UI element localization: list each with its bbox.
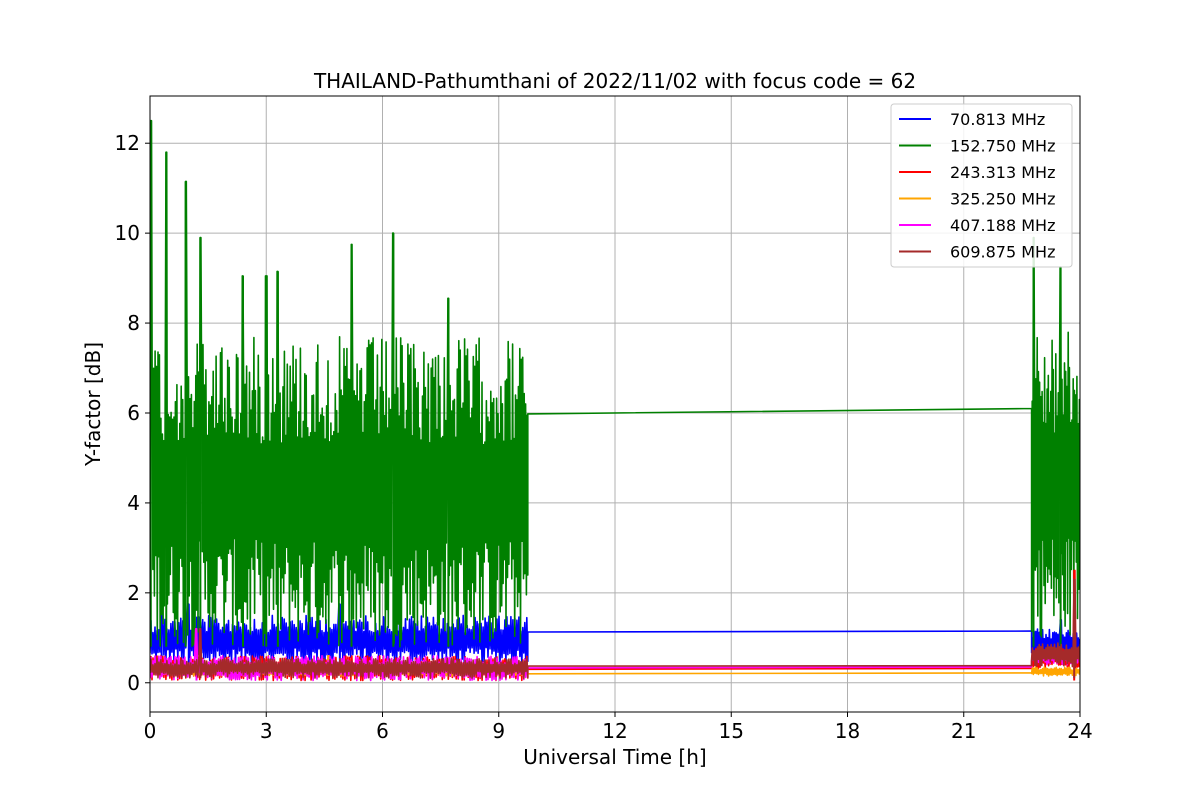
y-tick-label: 6: [127, 401, 140, 425]
y-tick-label: 4: [127, 491, 140, 515]
series-1: [150, 119, 1080, 648]
x-tick-label: 12: [602, 719, 627, 743]
y-axis-label: Y-factor [dB]: [81, 342, 105, 467]
chart-title: THAILAND-Pathumthani of 2022/11/02 with …: [313, 69, 916, 93]
y-tick-label: 8: [127, 311, 140, 335]
legend-label: 325.250 MHz: [950, 190, 1055, 209]
plot-area: [150, 119, 1080, 682]
legend-label: 609.875 MHz: [950, 243, 1055, 262]
y-tick-label: 12: [115, 131, 140, 155]
y-tick-label: 2: [127, 581, 140, 605]
legend-label: 70.813 MHz: [950, 110, 1045, 129]
y-axis: 0 2 4 6 8 10 12: [115, 131, 150, 695]
x-tick-label: 6: [376, 719, 389, 743]
x-tick-label: 3: [260, 719, 273, 743]
x-tick-label: 18: [835, 719, 860, 743]
series-line: [150, 119, 1080, 648]
x-tick-label: 9: [492, 719, 505, 743]
series-5: [150, 578, 1080, 679]
x-tick-label: 24: [1067, 719, 1092, 743]
legend: 70.813 MHz 152.750 MHz 243.313 MHz 325.250 …: [890, 103, 1073, 268]
series-layer: [150, 119, 1080, 682]
legend-label: 152.750 MHz: [950, 137, 1055, 156]
y-tick-label: 0: [127, 671, 140, 695]
x-tick-label: 0: [144, 719, 157, 743]
x-tick-label: 21: [951, 719, 976, 743]
x-tick-label: 15: [719, 719, 744, 743]
legend-label: 407.188 MHz: [950, 216, 1055, 235]
legend-box: [890, 103, 1073, 268]
x-axis-label: Universal Time [h]: [523, 745, 706, 769]
series-line: [150, 578, 1080, 679]
legend-label: 243.313 MHz: [950, 163, 1055, 182]
y-tick-label: 10: [115, 221, 140, 245]
x-axis: 0 3 6 9 12 15 18 21 24: [144, 712, 1093, 743]
